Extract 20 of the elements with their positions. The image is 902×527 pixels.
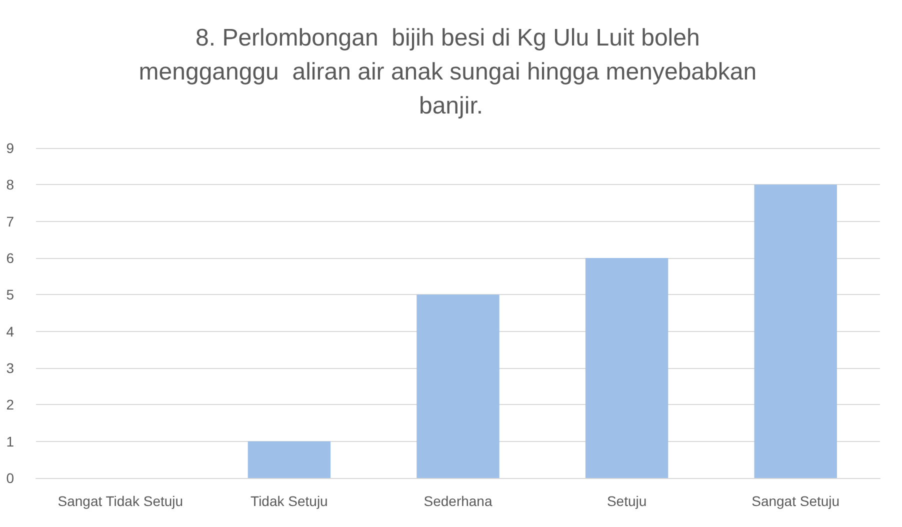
bar (248, 441, 331, 478)
y-tick-label: 4 (6, 323, 14, 340)
y-tick-label: 8 (6, 176, 14, 193)
x-tick-label: Setuju (606, 493, 647, 509)
y-tick-label: 0 (6, 470, 14, 486)
y-tick-label: 2 (6, 396, 14, 413)
x-tick-label: Sangat Setuju (752, 493, 840, 509)
y-tick-label: 9 (6, 140, 14, 156)
y-tick-label: 3 (6, 360, 14, 376)
x-tick-label: Tidak Setuju (250, 493, 328, 509)
bar (754, 184, 837, 478)
y-tick-label: 1 (6, 433, 14, 450)
y-tick-label: 6 (6, 250, 14, 266)
bar (416, 294, 500, 478)
bar (585, 258, 668, 478)
x-tick-label: Sangat Tidak Setuju (58, 493, 184, 509)
y-tick-label: 7 (6, 213, 14, 230)
chart-title: 8. Perlombongan bijih besi di Kg Ulu Luit boleh mengganggu aliran air anak sungai hingga menyebabkan banjir. (138, 24, 764, 120)
x-tick-label: Sederhana (424, 493, 492, 509)
y-tick-label: 5 (6, 286, 14, 303)
